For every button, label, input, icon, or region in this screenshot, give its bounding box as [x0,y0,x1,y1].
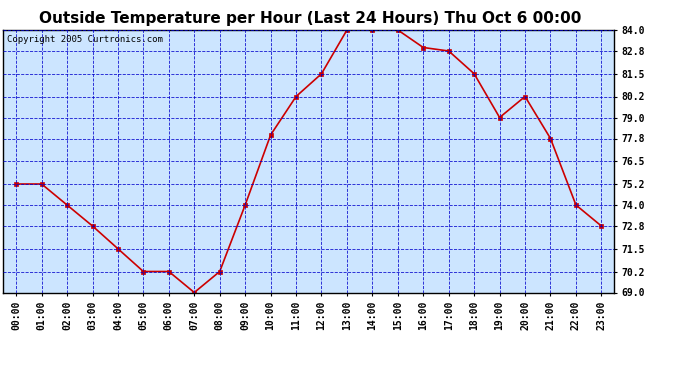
Text: Copyright 2005 Curtronics.com: Copyright 2005 Curtronics.com [6,35,162,44]
Text: Outside Temperature per Hour (Last 24 Hours) Thu Oct 6 00:00: Outside Temperature per Hour (Last 24 Ho… [39,11,582,26]
